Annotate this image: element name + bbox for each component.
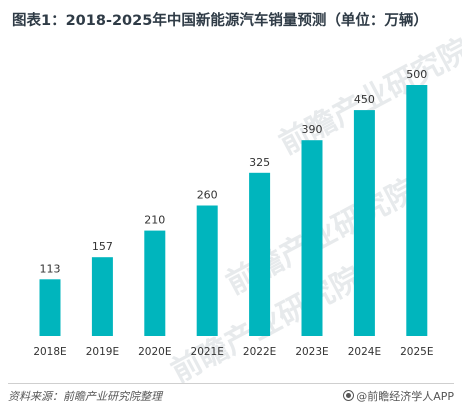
bar-2022E	[249, 172, 271, 336]
bar-2018E	[39, 279, 61, 336]
bar-2025E	[406, 85, 428, 336]
value-label-2018E: 113	[40, 262, 61, 275]
value-label-2024E: 450	[354, 93, 375, 106]
brand-text: @前瞻经济学人APP	[356, 390, 454, 403]
bar-2020E	[144, 230, 166, 336]
value-label-2020E: 210	[144, 214, 165, 227]
category-label-2022E: 2022E	[243, 346, 276, 358]
bar-2023E	[301, 140, 323, 336]
value-label-2025E: 500	[406, 68, 427, 81]
value-label-2019E: 157	[92, 240, 113, 253]
category-label-2021E: 2021E	[191, 346, 224, 358]
bars-group	[39, 85, 428, 336]
category-label-2023E: 2023E	[295, 346, 328, 358]
bar-2021E	[196, 205, 218, 336]
brand-credit: @前瞻经济学人APP	[343, 388, 454, 404]
brand-logo-icon	[343, 390, 355, 401]
value-label-2021E: 260	[197, 189, 218, 202]
bar-2019E	[91, 257, 113, 336]
category-labels-group: 2018E 2019E 2020E 2021E 2022E 2023E 2024E 2025E	[33, 346, 433, 358]
value-label-2023E: 390	[302, 123, 323, 136]
category-label-2020E: 2020E	[138, 346, 171, 358]
category-label-2025E: 2025E	[400, 346, 433, 358]
value-label-2022E: 325	[249, 156, 270, 169]
category-label-2018E: 2018E	[33, 346, 66, 358]
source-note: 资料来源：前瞻产业研究院整理	[8, 390, 162, 403]
category-label-2019E: 2019E	[86, 346, 119, 358]
value-labels-group: 113 157 210 260 325 390 450 500	[40, 68, 428, 275]
bar-2024E	[353, 110, 375, 336]
chart-title: 图表1：2018-2025年中国新能源汽车销量预测（单位：万辆）	[12, 13, 428, 29]
footer-divider	[8, 383, 454, 384]
category-label-2024E: 2024E	[348, 346, 381, 358]
